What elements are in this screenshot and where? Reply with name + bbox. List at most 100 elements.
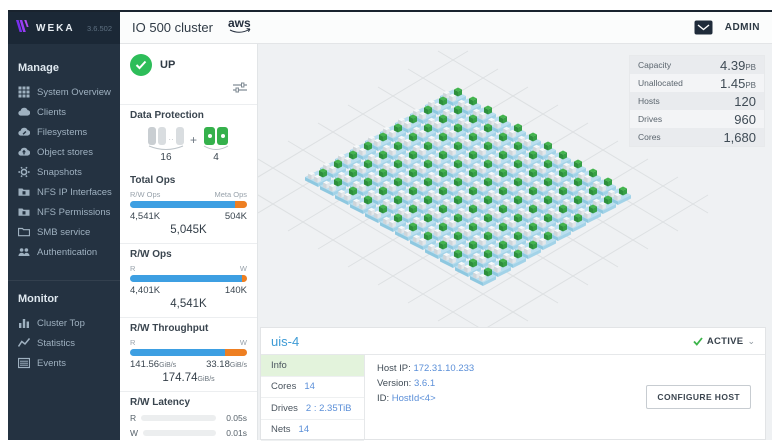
- people-icon: [18, 246, 30, 258]
- parity-stripe-icon: 4: [203, 125, 229, 163]
- metric-title: R/W Throughput: [130, 323, 247, 334]
- latency-label: R: [130, 413, 136, 423]
- sidebar-item-label: Clients: [37, 107, 66, 118]
- stat-value: 1.45PB: [720, 76, 756, 91]
- folder-doc-icon: [18, 186, 30, 198]
- host-tab-label: Cores: [271, 381, 296, 392]
- metric-bar: [130, 349, 247, 356]
- metric-right-value: 33.18GiB/s: [206, 359, 247, 370]
- sidebar-item-events[interactable]: Events: [8, 353, 120, 373]
- brand-area: WEKA 3.6.502: [8, 12, 120, 44]
- metric-title: Total Ops: [130, 175, 247, 186]
- host-tab-value: 14: [304, 381, 315, 392]
- metric-left-value: 4,541K: [130, 211, 160, 222]
- mail-icon[interactable]: [694, 20, 713, 35]
- stat-label: Unallocated: [638, 78, 683, 88]
- svg-text:aws: aws: [228, 16, 251, 30]
- metric-left-value: 141.56GiB/s: [130, 359, 176, 370]
- sidebar-section-title: Manage: [8, 56, 120, 82]
- host-detail-value: 3.6.1: [414, 378, 435, 389]
- host-tab-cores[interactable]: Cores 14: [261, 377, 364, 399]
- app-window: WEKA 3.6.502 IO 500 cluster aws ADMIN Ma…: [8, 10, 772, 440]
- data-protection-title: Data Protection: [130, 110, 247, 121]
- sidebar-item-label: Events: [37, 358, 66, 369]
- filter-sliders-icon[interactable]: [233, 80, 247, 98]
- metric-left-label: R/W Ops: [130, 190, 160, 199]
- sidebar-item-nfs-ip-interfaces[interactable]: NFS IP Interfaces: [8, 182, 120, 202]
- metric-right-value: 504K: [225, 211, 247, 222]
- sidebar-item-system-overview[interactable]: System Overview: [8, 82, 120, 102]
- weka-logo-icon: [16, 19, 31, 37]
- host-tab-nets[interactable]: Nets 14: [261, 420, 364, 441]
- sidebar-item-snapshots[interactable]: Snapshots: [8, 162, 120, 182]
- data-stripe-count: 16: [160, 152, 171, 163]
- cloud-icon: [18, 106, 30, 118]
- list-icon: [18, 357, 30, 369]
- stat-row-unallocated: Unallocated 1.45PB: [630, 74, 764, 92]
- stat-value: 4.39PB: [720, 58, 756, 73]
- sidebar-item-clients[interactable]: Clients: [8, 102, 120, 122]
- sidebar-item-cluster-top[interactable]: Cluster Top: [8, 313, 120, 333]
- sidebar-item-authentication[interactable]: Authentication: [8, 242, 120, 262]
- sidebar-item-object-stores[interactable]: Object stores: [8, 142, 120, 162]
- sidebar-item-smb-service[interactable]: SMB service: [8, 222, 120, 242]
- latency-label: W: [130, 428, 138, 438]
- sidebar-item-label: Filesystems: [37, 127, 87, 138]
- folder-doc-icon: [18, 206, 30, 218]
- latency-title: R/W Latency: [130, 397, 247, 408]
- app-version: 3.6.502: [87, 24, 112, 33]
- host-tab-label: Drives: [271, 403, 298, 414]
- host-tab-label: Info: [271, 360, 287, 371]
- metric-total: 174.74GiB/s: [130, 372, 247, 384]
- aws-logo-icon: aws: [225, 15, 257, 40]
- metric-bar: [130, 275, 247, 282]
- metric-right-value: 140K: [225, 285, 247, 296]
- metric-left-label: R: [130, 338, 135, 347]
- top-bar-right: IO 500 cluster aws ADMIN: [120, 12, 772, 44]
- cluster-title: IO 500 cluster: [132, 20, 213, 35]
- cloud-upload-icon: [18, 146, 30, 158]
- host-tab-value: 14: [299, 424, 310, 435]
- host-status-label: ACTIVE: [707, 336, 744, 347]
- host-status-dropdown[interactable]: ACTIVE ⌄: [693, 336, 755, 347]
- stat-label: Capacity: [638, 60, 671, 70]
- host-name: uis-4: [271, 334, 299, 349]
- stat-label: Hosts: [638, 96, 660, 106]
- latency-value: 0.05s: [221, 413, 247, 423]
- sidebar-item-nfs-permissions[interactable]: NFS Permissions: [8, 202, 120, 222]
- sidebar-item-statistics[interactable]: Statistics: [8, 333, 120, 353]
- host-tab-drives[interactable]: Drives 2 : 2.35TiB: [261, 398, 364, 420]
- host-detail-value: 172.31.10.233: [413, 363, 474, 374]
- sidebar-item-label: System Overview: [37, 87, 111, 98]
- host-tab-value: 2 : 2.35TiB: [306, 403, 352, 414]
- sidebar-item-filesystems[interactable]: Filesystems: [8, 122, 120, 142]
- sidebar-item-label: Object stores: [37, 147, 93, 158]
- host-tab-label: Nets: [271, 424, 291, 435]
- chevron-down-icon: ⌄: [747, 336, 755, 347]
- host-detail-hostip: Host IP: 172.31.10.233: [377, 363, 634, 374]
- stat-value: 1,680: [723, 130, 756, 145]
- metric-right-label: W: [240, 338, 247, 347]
- sidebar-item-label: Authentication: [37, 247, 97, 258]
- sidebar-nav: Manage System Overview Clients Filesystems O…: [8, 44, 120, 440]
- gear-icon: [18, 166, 30, 178]
- active-check-icon: [693, 337, 703, 346]
- sidebar-item-label: Snapshots: [37, 167, 82, 178]
- metric-title: R/W Ops: [130, 249, 247, 260]
- parity-stripe-count: 4: [213, 152, 219, 163]
- cluster-status-panel: UP Data Protection: [120, 44, 258, 440]
- configure-host-button[interactable]: CONFIGURE HOST: [646, 385, 751, 409]
- metric-section-r-w-throughput: R/W Throughput R W 141.56GiB/s 33.18GiB/s 174…: [120, 317, 257, 391]
- metric-right-label: W: [240, 264, 247, 273]
- host-tab-info[interactable]: Info: [261, 355, 364, 377]
- data-protection-section: Data Protection ·· 16 + 4: [120, 104, 257, 170]
- admin-user-button[interactable]: ADMIN: [725, 22, 760, 33]
